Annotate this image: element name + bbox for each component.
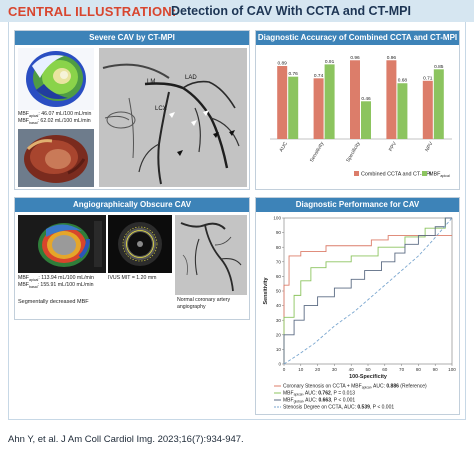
roc-legend-label: Coronary Stenosis on CCTA + MBFapical, A… xyxy=(283,384,427,390)
bar-mbf-npv xyxy=(433,69,444,139)
roc-chart-title: Diagnostic Performance for CAV xyxy=(256,198,459,212)
bar-data-label: 0.85 xyxy=(434,64,444,70)
bar-combined-npv xyxy=(422,80,433,139)
bar-category-label: PPV xyxy=(388,140,399,152)
bar-data-label: 0.76 xyxy=(289,71,299,77)
panel-obscure-title: Angiographically Obscure CAV xyxy=(15,198,249,212)
angio-label-lcx: LCX xyxy=(155,106,167,112)
roc-legend-label: MBFglobal, AUC: 0.663, P < 0.001 xyxy=(283,398,355,404)
roc-y-tick: 100 xyxy=(273,216,281,221)
bar-chart-title: Diagnostic Accuracy of Combined CCTA and… xyxy=(256,31,459,45)
obscure-caption-right: Normal coronary artery angiography xyxy=(177,297,231,310)
roc-legend-label: Stenosis Degree on CCTA, AUC: 0.539, P <… xyxy=(283,405,394,411)
roc-x-tick: 90 xyxy=(433,367,439,372)
bar-category-label: Specificity xyxy=(345,141,362,164)
angio-label-lm: LM xyxy=(147,79,155,85)
header-title: Detection of CAV With CCTA and CT-MPI xyxy=(171,4,411,18)
roc-y-tick: 90 xyxy=(276,230,282,235)
bar-data-label: 0.74 xyxy=(314,73,324,79)
bar-mbf-ppv xyxy=(397,83,408,139)
roc-x-tick: 40 xyxy=(349,367,355,372)
roc-x-label: 100-Specificity xyxy=(349,374,387,380)
bar-legend-label: Combined CCTA and CT-MPI xyxy=(361,172,431,178)
bar-data-label: 0.96 xyxy=(350,55,360,61)
roc-legend-label: MBFapical, AUC: 0.762, P = 0.013 xyxy=(283,391,355,397)
coronary-angiogram-image: LM LAD LCX xyxy=(99,48,247,187)
roc-x-tick: 100 xyxy=(448,367,456,372)
roc-x-tick: 10 xyxy=(298,367,304,372)
panel-severe-cav: Severe CAV by CT-MPI MBFapical: 46.07 mL… xyxy=(14,30,250,190)
roc-chart: 0 10 20 30 40 50 60 70 80 90 100 0 10 20 30 40 50 60 70 80 9… xyxy=(263,216,456,411)
bar-legend-label: MBFapical xyxy=(429,172,450,178)
pathology-specimen-image xyxy=(18,129,94,187)
bar-category-label: AUC xyxy=(278,141,289,153)
bar-combined-sensitivity xyxy=(313,78,324,139)
severe-mbf-apical: MBFapical: 46.07 mL/100 mL/min xyxy=(18,111,92,119)
roc-y-tick: 50 xyxy=(276,289,282,294)
obscure-mbf-basal: MBFbasal: 155.91 mL/100 mL/min xyxy=(18,282,94,290)
bar-mbf-specificity xyxy=(361,101,371,139)
normal-angiogram-image xyxy=(175,215,247,295)
bar-data-label: 0.68 xyxy=(398,78,408,84)
panel-diagnostic-accuracy: Diagnostic Accuracy of Combined CCTA and… xyxy=(255,30,460,190)
bar-category-label: NPV xyxy=(424,140,435,152)
roc-y-tick: 20 xyxy=(276,332,282,337)
roc-y-tick: 80 xyxy=(276,245,282,250)
citation: Ahn Y, et al. J Am Coll Cardiol Img. 202… xyxy=(8,434,244,445)
roc-y-tick: 70 xyxy=(276,259,282,264)
header-banner: CENTRAL ILLUSTRATION: Detection of CAV W… xyxy=(0,0,474,22)
panel-severe-title: Severe CAV by CT-MPI xyxy=(15,31,249,45)
bar-legend-swatch xyxy=(422,171,427,176)
ivus-image xyxy=(108,215,172,273)
bar-chart: 0.890.76 AUC 0.74 0.91 Sensitivity 0.96 0.46 Sp… xyxy=(270,55,452,178)
bar-legend-swatch xyxy=(354,171,359,176)
roc-x-tick: 50 xyxy=(365,367,371,372)
bar-data-label: 0.46 xyxy=(361,96,371,102)
roc-y-tick: 30 xyxy=(276,318,282,323)
roc-y-tick: 10 xyxy=(276,347,282,352)
roc-x-tick: 20 xyxy=(315,367,321,372)
roc-plot-frame xyxy=(283,217,453,365)
bar-category-label: Sensitivity xyxy=(309,141,326,164)
roc-y-label: Sensitivity xyxy=(263,278,269,305)
bar-combined-auc xyxy=(277,66,288,139)
bar-mbf-sensitivity xyxy=(324,64,335,139)
bar-data-label: 0.71 xyxy=(423,75,433,81)
roc-curve-2 xyxy=(283,217,452,364)
roc-x-tick: 0 xyxy=(283,367,286,372)
roc-x-tick: 70 xyxy=(399,367,405,372)
roc-x-tick: 30 xyxy=(332,367,338,372)
ivus-mit-text: IVUS MIT = 1.20 mm xyxy=(108,275,157,281)
roc-curve-1 xyxy=(283,217,452,364)
panel-obscure-cav: Angiographically Obscure CAV MBFapical: … xyxy=(14,197,250,320)
roc-x-tick: 80 xyxy=(416,367,422,372)
bar-combined-specificity xyxy=(350,60,360,139)
bar-data-label: 0.96 xyxy=(387,55,397,61)
roc-curve-3 xyxy=(283,217,453,365)
header-label: CENTRAL ILLUSTRATION: xyxy=(8,4,177,19)
bar-combined-ppv xyxy=(386,60,397,139)
angio-label-lad: LAD xyxy=(185,75,197,81)
panel-diagnostic-performance: Diagnostic Performance for CAV 0 10 20 30 40… xyxy=(255,197,460,415)
severe-mbf-basal: MBFbasal: 62.02 mL/100 mL/min xyxy=(18,118,91,126)
perfusion-map-image xyxy=(18,48,94,110)
obscure-mbf-apical: MBFapical: 113.94 mL/100 mL/min xyxy=(18,275,94,283)
roc-y-tick: 0 xyxy=(278,362,281,367)
roc-x-tick: 60 xyxy=(382,367,388,372)
roc-y-tick: 40 xyxy=(276,303,282,308)
roc-y-tick: 60 xyxy=(276,274,282,279)
bar-data-label: 0.89 xyxy=(278,61,288,67)
bar-data-label: 0.91 xyxy=(325,59,335,65)
roc-curve-0 xyxy=(283,235,452,364)
bar-mbf-auc xyxy=(288,76,299,139)
obscure-caption-left: Segmentally decreased MBF xyxy=(18,299,89,305)
obscure-perfusion-image xyxy=(18,215,106,273)
